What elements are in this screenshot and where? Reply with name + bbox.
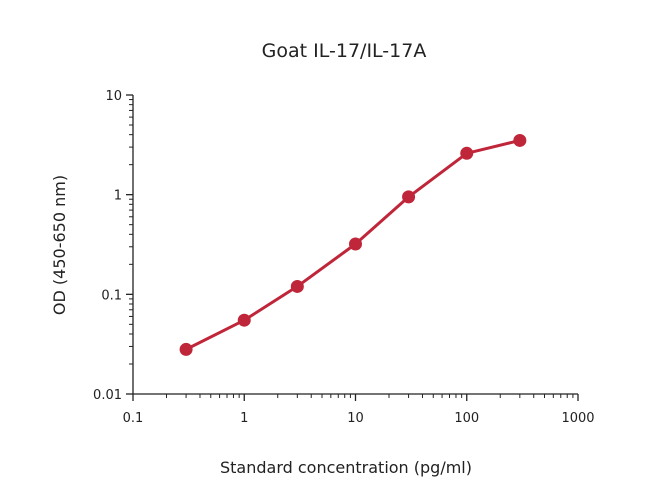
y-axis-label: OD (450-650 nm): [50, 175, 69, 315]
x-tick-label: 100: [454, 411, 479, 426]
data-point: [349, 237, 362, 251]
y-tick-label: 10: [105, 89, 122, 104]
y-tick-label: 0.1: [101, 288, 122, 303]
x-tick-label: 1: [240, 411, 248, 426]
data-point: [290, 279, 304, 293]
data-point: [179, 342, 193, 356]
data-point: [513, 133, 527, 147]
x-ticks: 0.1 1 10 100 1000: [123, 394, 595, 426]
x-tick-label: 10: [347, 411, 364, 426]
y-ticks: 0.01 0.1 1 10: [93, 89, 133, 403]
y-tick-label: 0.01: [93, 388, 122, 403]
x-tick-label: 1000: [561, 411, 594, 426]
data-point: [402, 190, 416, 204]
x-tick-label: 0.1: [123, 411, 144, 426]
data-point: [460, 146, 474, 160]
chart-title: Goat IL-17/IL-17A: [262, 40, 427, 62]
data-series: [179, 133, 527, 356]
x-axis-label: Standard concentration (pg/ml): [220, 458, 472, 477]
data-point: [237, 313, 251, 327]
y-tick-label: 1: [114, 189, 122, 204]
